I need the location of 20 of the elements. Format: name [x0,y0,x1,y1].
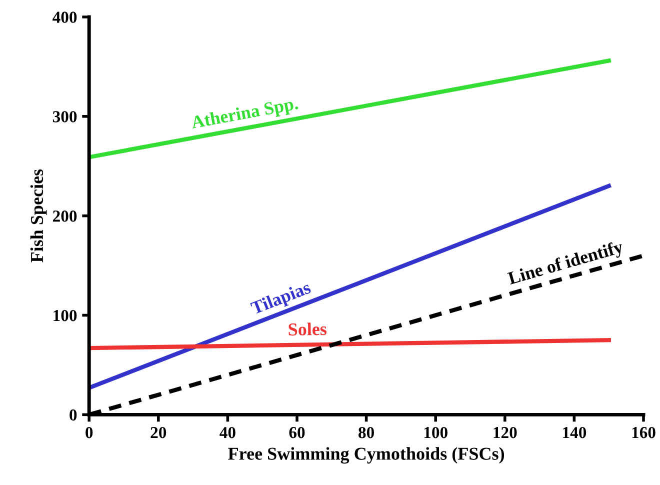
y-tick-label: 400 [52,12,77,23]
x-tick-label: 0 [86,426,93,438]
x-tick-label: 160 [632,426,656,438]
x-tick-label: 60 [289,426,305,438]
text: Atherina Spp. [190,96,300,132]
y-tick-label: 300 [52,111,77,122]
series-label: Soles [288,322,327,336]
x-axis-title: Free Swimming Cymothoids (FSCs) [228,447,504,464]
y-tick-label: 200 [52,210,77,222]
y-tick-label: 100 [54,310,77,322]
x-tick-label: 140 [563,426,586,438]
x-tick-label: 80 [358,426,374,438]
x-tick-label: 40 [220,426,236,438]
text: Tilapias [250,280,313,318]
text: Line of identify [507,240,625,288]
x-tick-label: 20 [150,426,166,438]
y-axis-title: Fish Species [30,169,47,262]
x-tick-label: 120 [494,426,517,438]
x-tick-label: 100 [424,426,448,438]
y-tick-label: 0 [70,409,77,421]
